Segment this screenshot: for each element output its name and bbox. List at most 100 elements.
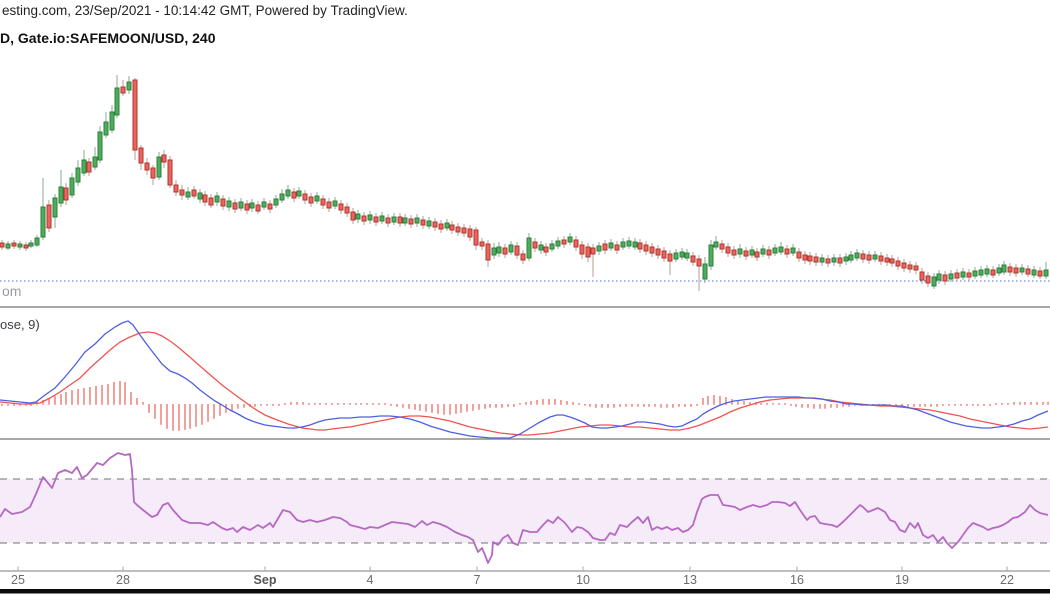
candle-down [291, 188, 297, 202]
time-axis[interactable]: 25 28 Sep 4 7 10 13 16 19 22 [0, 566, 1050, 588]
candle-down [86, 158, 92, 176]
rsi-panel[interactable] [0, 452, 1050, 564]
candle-body [1013, 267, 1019, 274]
time-axis-label: 4 [367, 573, 374, 587]
candle-up [40, 178, 46, 240]
candle-down [643, 241, 649, 255]
candle-body [86, 161, 92, 173]
candle-body [925, 275, 931, 284]
candle-down [350, 208, 356, 224]
candle-down [1013, 264, 1019, 277]
candle-body [367, 214, 373, 221]
candle-down [432, 218, 438, 231]
candle-body [590, 247, 596, 255]
candle-down [455, 223, 461, 236]
candle-down [901, 259, 907, 272]
candle-down [397, 213, 403, 227]
candle-up [713, 236, 719, 250]
candle-down [344, 203, 350, 217]
candle-body [737, 248, 743, 255]
candle-body [420, 219, 426, 226]
macd-panel[interactable] [0, 320, 1049, 439]
candle-body [632, 241, 638, 248]
candle-up [737, 244, 743, 258]
candle-up [843, 253, 849, 265]
candle-up [760, 245, 766, 257]
candle-body [825, 258, 831, 264]
candle-body [496, 246, 502, 254]
candle-body [854, 252, 860, 259]
candle-up [103, 112, 109, 138]
candle-down [725, 243, 731, 257]
candle-down [514, 242, 520, 259]
candle-down [479, 238, 485, 250]
candle-body [408, 218, 414, 225]
candle-down [907, 261, 913, 273]
candle-body [63, 187, 69, 201]
candle-down [449, 221, 455, 234]
candle-down [889, 255, 895, 267]
candle-body [813, 256, 819, 263]
candle-body [901, 262, 907, 269]
candle-body [167, 159, 173, 186]
candle-up [332, 197, 338, 209]
candle-body [191, 189, 197, 197]
candle-body [75, 167, 81, 183]
time-axis-label: 13 [683, 573, 697, 587]
candle-up [702, 257, 708, 283]
candle-up [538, 241, 544, 254]
candle-down [220, 195, 226, 210]
candle-down [11, 240, 17, 249]
candle-body [837, 257, 843, 264]
candle-down [807, 252, 813, 265]
candle-body [907, 264, 913, 270]
time-axis-label: Sep [254, 573, 277, 587]
candle-body [103, 121, 109, 136]
candle-body [109, 111, 115, 131]
candle-body [872, 254, 878, 260]
candle-down [320, 195, 326, 209]
candle-up [226, 197, 232, 211]
candle-down [913, 262, 919, 274]
candle-body [438, 223, 444, 230]
candle-body [291, 191, 297, 199]
candle-body [784, 248, 790, 255]
candle-down [637, 239, 643, 253]
candle-up [679, 248, 685, 260]
candle-down [385, 214, 391, 227]
candle-up [978, 266, 984, 278]
candle-up [185, 187, 191, 200]
candle-body [579, 244, 585, 255]
candle-up [249, 199, 255, 212]
candle-up [555, 237, 561, 249]
candle-up [355, 210, 361, 223]
candle-down [167, 156, 173, 188]
candle-down [473, 227, 479, 250]
candle-body [684, 252, 690, 259]
candle-body [520, 253, 526, 261]
candle-body [713, 241, 719, 248]
candle-down [408, 215, 414, 228]
candle-body [620, 241, 626, 248]
candle-down [0, 240, 5, 250]
candle-up [972, 267, 978, 279]
candle-body [296, 190, 302, 197]
candle-down [614, 241, 620, 254]
candle-up [58, 170, 64, 207]
candle-up [81, 150, 87, 176]
time-axis-label: 22 [1000, 573, 1014, 587]
candle-down [690, 252, 696, 266]
candle-body [696, 258, 702, 267]
candle-body [778, 246, 784, 253]
candle-down [837, 254, 843, 267]
candle-body [532, 241, 538, 249]
candle-up [414, 214, 420, 227]
candle-body [1019, 267, 1025, 273]
price-panel[interactable] [0, 75, 1050, 291]
candle-body [772, 247, 778, 254]
candle-down [825, 255, 831, 267]
candle-body [743, 250, 749, 257]
candle-down [561, 236, 567, 248]
candle-up [608, 239, 614, 251]
